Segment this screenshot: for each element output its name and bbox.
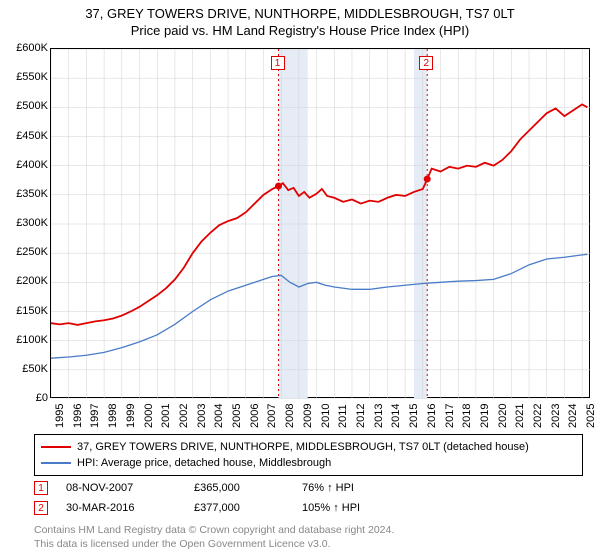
x-tick-label: 2014 (390, 404, 402, 428)
y-tick-label: £50K (22, 363, 48, 375)
x-tick-label: 1997 (89, 404, 101, 428)
x-tick-label: 1998 (107, 404, 119, 428)
attribution-text: Contains HM Land Registry data © Crown c… (34, 524, 394, 551)
y-tick-label: £250K (16, 246, 48, 258)
sale-pct: 76% ↑ HPI (302, 482, 402, 494)
x-tick-label: 2001 (160, 404, 172, 428)
x-tick-label: 2004 (213, 404, 225, 428)
sale-row: 1 08-NOV-2007 £365,000 76% ↑ HPI (34, 478, 402, 498)
x-tick-label: 2019 (479, 404, 491, 428)
sale-row: 2 30-MAR-2016 £377,000 105% ↑ HPI (34, 498, 402, 518)
x-tick-label: 1999 (125, 404, 137, 428)
x-tick-label: 2010 (320, 404, 332, 428)
chart-container: 37, GREY TOWERS DRIVE, NUNTHORPE, MIDDLE… (0, 0, 600, 560)
y-tick-label: £550K (16, 71, 48, 83)
sale-date: 30-MAR-2016 (66, 502, 176, 514)
chart-svg (51, 49, 591, 399)
title-block: 37, GREY TOWERS DRIVE, NUNTHORPE, MIDDLE… (0, 0, 600, 38)
legend-label: HPI: Average price, detached house, Midd… (77, 457, 331, 469)
x-tick-label: 2006 (249, 404, 261, 428)
legend-swatch (41, 446, 71, 448)
legend-swatch (41, 462, 71, 464)
x-tick-label: 2009 (302, 404, 314, 428)
legend-row: 37, GREY TOWERS DRIVE, NUNTHORPE, MIDDLE… (41, 439, 576, 455)
x-tick-label: 2007 (266, 404, 278, 428)
attribution-line-1: Contains HM Land Registry data © Crown c… (34, 524, 394, 538)
x-tick-label: 2025 (585, 404, 597, 428)
x-tick-label: 2017 (444, 404, 456, 428)
y-tick-label: £500K (16, 100, 48, 112)
x-tick-label: 2021 (514, 404, 526, 428)
y-tick-label: £600K (16, 42, 48, 54)
title-subtitle: Price paid vs. HM Land Registry's House … (0, 23, 600, 38)
y-tick-label: £150K (16, 305, 48, 317)
y-tick-label: £100K (16, 334, 48, 346)
sale-row-marker: 1 (34, 481, 48, 495)
x-tick-label: 2022 (532, 404, 544, 428)
x-tick-label: 2020 (497, 404, 509, 428)
sale-price: £377,000 (194, 502, 284, 514)
x-tick-label: 2003 (196, 404, 208, 428)
x-tick-label: 2002 (178, 404, 190, 428)
x-tick-label: 2024 (567, 404, 579, 428)
x-tick-label: 2023 (550, 404, 562, 428)
legend-row: HPI: Average price, detached house, Midd… (41, 455, 576, 471)
x-tick-label: 2011 (337, 404, 349, 428)
x-tick-label: 2018 (461, 404, 473, 428)
sales-table: 1 08-NOV-2007 £365,000 76% ↑ HPI 2 30-MAR-201… (34, 478, 402, 518)
legend-label: 37, GREY TOWERS DRIVE, NUNTHORPE, MIDDLE… (77, 441, 529, 453)
sale-price: £365,000 (194, 482, 284, 494)
y-tick-label: £300K (16, 217, 48, 229)
y-tick-label: £450K (16, 130, 48, 142)
y-tick-label: £0 (36, 392, 48, 404)
x-tick-label: 1995 (54, 404, 66, 428)
y-tick-label: £400K (16, 159, 48, 171)
y-tick-label: £200K (16, 275, 48, 287)
sale-marker-2: 2 (419, 56, 433, 70)
x-tick-label: 1996 (72, 404, 84, 428)
sale-marker-1: 1 (271, 56, 285, 70)
title-address: 37, GREY TOWERS DRIVE, NUNTHORPE, MIDDLE… (0, 6, 600, 21)
x-tick-label: 2000 (143, 404, 155, 428)
attribution-line-2: This data is licensed under the Open Gov… (34, 538, 394, 552)
x-tick-label: 2005 (231, 404, 243, 428)
x-tick-label: 2008 (284, 404, 296, 428)
x-tick-label: 2013 (373, 404, 385, 428)
sale-row-marker: 2 (34, 501, 48, 515)
legend-box: 37, GREY TOWERS DRIVE, NUNTHORPE, MIDDLE… (34, 434, 583, 476)
x-tick-label: 2015 (408, 404, 420, 428)
x-tick-label: 2016 (426, 404, 438, 428)
x-tick-label: 2012 (355, 404, 367, 428)
chart-plot-area (50, 48, 590, 398)
sale-date: 08-NOV-2007 (66, 482, 176, 494)
y-tick-label: £350K (16, 188, 48, 200)
sale-pct: 105% ↑ HPI (302, 502, 402, 514)
